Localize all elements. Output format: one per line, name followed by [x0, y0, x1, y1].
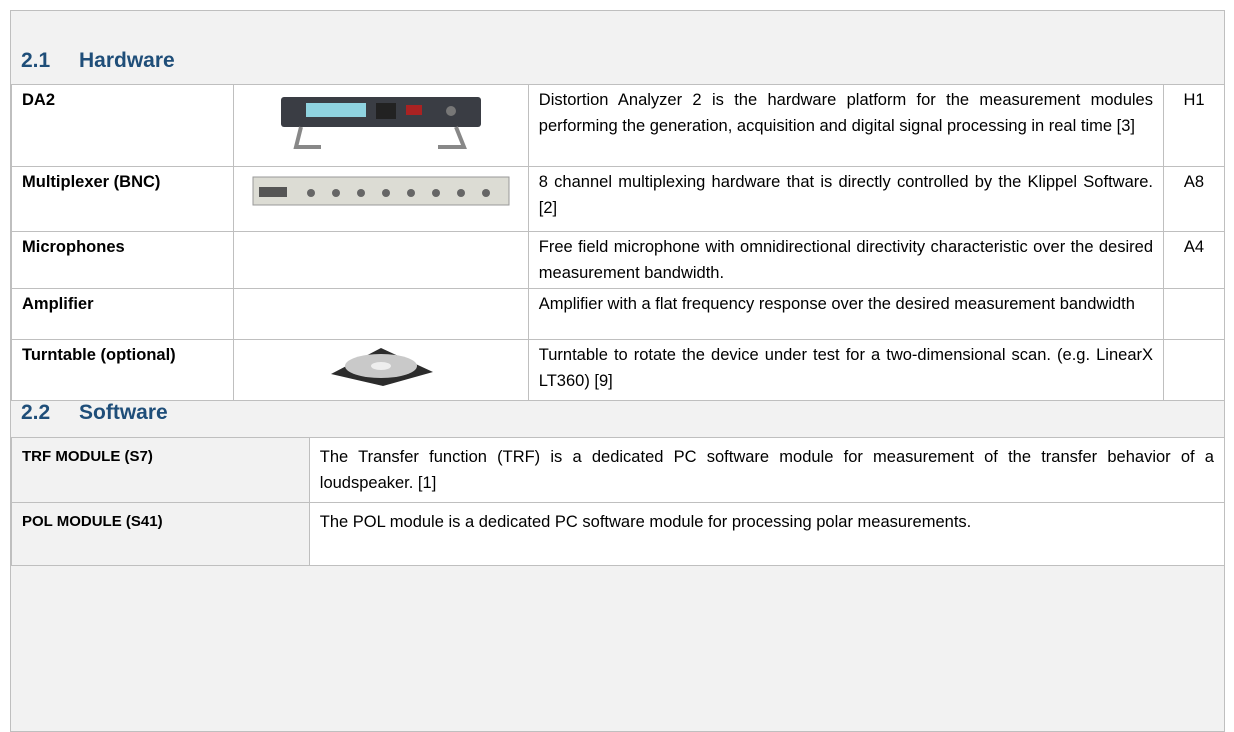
- page: 2.1 Hardware DA2 Distortion Analyzer 2 is…: [10, 10, 1226, 732]
- section-heading: 2.2 Software: [21, 401, 168, 425]
- image-cell: [232, 231, 529, 289]
- module-description: The Transfer function (TRF) is a dedicat…: [308, 437, 1226, 503]
- device-image: [330, 348, 433, 386]
- row: Multiplexer (BNC) 8 channel multiplexing…: [11, 166, 1225, 232]
- item-name: Microphones: [11, 231, 234, 289]
- image-cell: [232, 288, 529, 340]
- item-ref: A8: [1163, 166, 1225, 232]
- item-ref: H1: [1163, 84, 1225, 167]
- item-name: DA2: [11, 84, 234, 167]
- row: DA2 Distortion Analyzer 2 is the hardwar…: [11, 84, 1225, 167]
- item-ref: [1163, 288, 1225, 340]
- module-name: POL MODULE (S41): [11, 502, 310, 566]
- image-cell: [232, 339, 529, 401]
- row: Microphones Free field microphone with o…: [11, 231, 1225, 289]
- image-cell: [232, 166, 529, 232]
- item-description: Turntable to rotate the device under tes…: [527, 339, 1165, 401]
- item-name: Turntable (optional): [11, 339, 234, 401]
- section-number: 2.1: [21, 49, 51, 72]
- row: Amplifier Amplifier with a flat frequenc…: [11, 288, 1225, 340]
- device-image: [280, 97, 481, 149]
- item-description: Free field microphone with omnidirection…: [527, 231, 1165, 289]
- section-title: Software: [79, 401, 168, 424]
- item-ref: A4: [1163, 231, 1225, 289]
- item-description: Distortion Analyzer 2 is the hardware pl…: [527, 84, 1165, 167]
- section-title: Hardware: [79, 49, 175, 72]
- row: TRF MODULE (S7) The Transfer function (T…: [11, 437, 1226, 503]
- image-cell: [232, 84, 529, 167]
- item-description: 8 channel multiplexing hardware that is …: [527, 166, 1165, 232]
- row: Turntable (optional) Turntable to rotate…: [11, 339, 1225, 401]
- item-description: Amplifier with a flat frequency response…: [527, 288, 1165, 340]
- module-name: TRF MODULE (S7): [11, 437, 310, 503]
- hardware-table: DA2 Distortion Analyzer 2 is the hardwar…: [11, 84, 1225, 401]
- software-table: TRF MODULE (S7) The Transfer function (T…: [11, 437, 1226, 566]
- item-name: Amplifier: [11, 288, 234, 340]
- document: 2.1 Hardware DA2 Distortion Analyzer 2 is…: [10, 10, 1226, 732]
- item-name: Multiplexer (BNC): [11, 166, 234, 232]
- section-heading: 2.1 Hardware: [21, 49, 175, 73]
- item-ref: [1163, 339, 1225, 401]
- module-description: The POL module is a dedicated PC softwar…: [308, 502, 1226, 566]
- section-number: 2.2: [21, 401, 51, 424]
- row: POL MODULE (S41) The POL module is a ded…: [11, 502, 1226, 566]
- device-image: [252, 176, 510, 206]
